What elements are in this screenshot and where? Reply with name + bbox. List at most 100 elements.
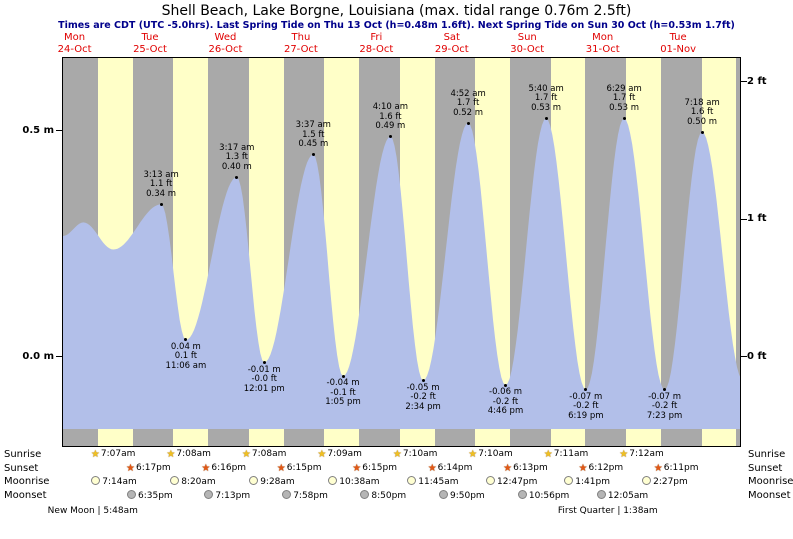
sunrise-item: ★7:10am <box>468 449 512 460</box>
moonrise-item: 8:20am <box>170 476 216 487</box>
moonset-icon <box>204 489 214 499</box>
moonset-item: 8:50pm <box>360 489 407 501</box>
sunrise-star-icon: ★ <box>317 449 327 460</box>
moonrise-icon <box>328 476 338 485</box>
sunset-time: 6:15pm <box>286 462 322 473</box>
sunrise-star-icon: ★ <box>468 449 478 460</box>
moonrise-time: 10:38am <box>339 477 380 487</box>
sunset-item: ★6:15pm <box>352 463 397 474</box>
moonrise-row-label-left: Moonrise <box>4 476 50 487</box>
annotation-line: -0.2 ft <box>573 401 599 412</box>
sunrise-time: 7:08am <box>251 449 287 459</box>
day-weekday: Thu <box>291 32 311 43</box>
day-label: Wed 26-Oct <box>193 32 257 56</box>
moon-phase-note-first-quarter: First Quarter | 1:38am <box>557 506 658 516</box>
moonset-item: 10:56pm <box>517 489 570 501</box>
tide-extreme-dot <box>235 175 239 179</box>
day-date: 25-Oct <box>133 44 167 55</box>
tide-extreme-dot <box>421 379 425 383</box>
moonrise-icon <box>249 476 259 485</box>
tide-extreme-dot <box>663 388 667 392</box>
annotation-line: -0.0 ft <box>251 374 277 384</box>
annotation-line: 1.6 ft <box>690 107 714 117</box>
moonset-time: 7:13pm <box>215 490 251 501</box>
sunset-star-icon: ★ <box>352 462 362 474</box>
sunset-row-label-left: Sunset <box>4 462 39 474</box>
moonrise-item: 1:41pm <box>564 476 610 487</box>
sunset-item: ★6:17pm <box>126 463 171 474</box>
annotation-line: 0.45 m <box>298 139 329 150</box>
sunrise-row-label-right: Sunrise <box>748 449 786 460</box>
annotation-line: 1.7 ft <box>456 98 480 108</box>
moonset-item: 6:35pm <box>127 489 173 501</box>
sunrise-star-icon: ★ <box>543 449 553 460</box>
day-weekday: Mon <box>64 32 86 43</box>
day-weekday: Tue <box>669 32 687 43</box>
day-label: Sun 30-Oct <box>495 32 559 56</box>
sunset-star-icon: ★ <box>503 462 513 474</box>
chart-subtitle: Times are CDT (UTC -5.0hrs). Last Spring… <box>58 20 735 31</box>
annotation-line: 4:52 am <box>450 88 486 99</box>
moonrise-item: 10:38am <box>328 476 380 487</box>
sunset-time: 6:17pm <box>135 462 171 473</box>
axis-tick <box>741 219 747 220</box>
sunrise-item: ★7:08am <box>166 449 210 460</box>
sunset-time: 6:16pm <box>211 462 247 473</box>
moonset-time: 9:50pm <box>450 490 485 501</box>
moonset-icon <box>127 489 136 499</box>
axis-tick <box>741 81 747 82</box>
moonset-time: 8:50pm <box>371 490 407 501</box>
moonrise-time: 11:45am <box>418 477 459 487</box>
annotation-line: 2:34 pm <box>405 401 441 412</box>
annotation-line: -0.04 m <box>326 378 360 389</box>
annotation-line: 1.1 ft <box>149 179 173 190</box>
moonrise-item: 12:47pm <box>486 476 537 487</box>
moonset-item: 7:13pm <box>204 489 251 501</box>
sunrise-star-icon: ★ <box>392 449 402 460</box>
annotation-line: 1.7 ft <box>612 93 636 104</box>
moonrise-item: 2:27pm <box>642 476 688 487</box>
sunrise-item: ★7:12am <box>619 449 663 460</box>
annotation-line: 7:18 am <box>684 97 720 108</box>
annotation-line: 0.50 m <box>687 116 718 127</box>
sunset-time: 6:15pm <box>362 462 397 473</box>
moon-phase-note-new-moon: New Moon | 5:48am <box>47 506 138 516</box>
low-tide-annotation: -0.01 m -0.0 ft 12:01 pm <box>243 365 285 395</box>
sunrise-time: 7:10am <box>478 449 513 459</box>
moonrise-time: 2:27pm <box>653 477 688 487</box>
annotation-line: -0.05 m <box>406 382 440 393</box>
moonset-time: 10:56pm <box>528 490 570 501</box>
high-tide-annotation: 3:13 am 1.1 ft 0.34 m <box>143 170 178 200</box>
moonset-time: 12:05am <box>607 490 649 501</box>
moonset-icon <box>439 489 448 499</box>
moonrise-icon <box>407 476 417 485</box>
annotation-line: 0.1 ft <box>174 351 198 362</box>
day-weekday: Tue <box>141 32 159 43</box>
high-tide-annotation: 5:40 am 1.7 ft 0.53 m <box>528 84 563 114</box>
day-weekday: Sun <box>517 32 537 43</box>
moonrise-item: 7:14am <box>91 476 137 487</box>
sunrise-item: ★7:08am <box>242 449 286 460</box>
day-label: Tue 25-Oct <box>118 32 182 56</box>
sunset-star-icon: ★ <box>276 462 286 474</box>
day-label: Mon 24-Oct <box>43 32 107 56</box>
tide-extreme-dot <box>341 374 345 378</box>
annotation-line: 12:01 pm <box>243 383 285 394</box>
annotation-line: 4:46 pm <box>487 406 524 417</box>
day-weekday: Fri <box>370 32 383 43</box>
high-tide-annotation: 7:18 am 1.6 ft 0.50 m <box>684 97 720 128</box>
day-weekday: Sat <box>443 32 460 43</box>
moonrise-icon <box>564 476 574 485</box>
tide-extreme-dot <box>184 338 188 342</box>
y-axis-label-left: 0.0 m <box>22 351 54 362</box>
moonrise-icon <box>170 476 180 485</box>
moonrise-time: 7:14am <box>102 477 137 487</box>
moonrise-item: 11:45am <box>407 476 459 487</box>
sunrise-star-icon: ★ <box>619 449 629 460</box>
day-date: 26-Oct <box>208 44 243 55</box>
annotation-line: 6:29 am <box>606 83 642 94</box>
moonset-item: 9:50pm <box>439 489 485 501</box>
y-axis-label-right: 1 ft <box>747 213 767 224</box>
moonrise-icon <box>486 476 495 485</box>
moonrise-icon <box>91 476 101 485</box>
